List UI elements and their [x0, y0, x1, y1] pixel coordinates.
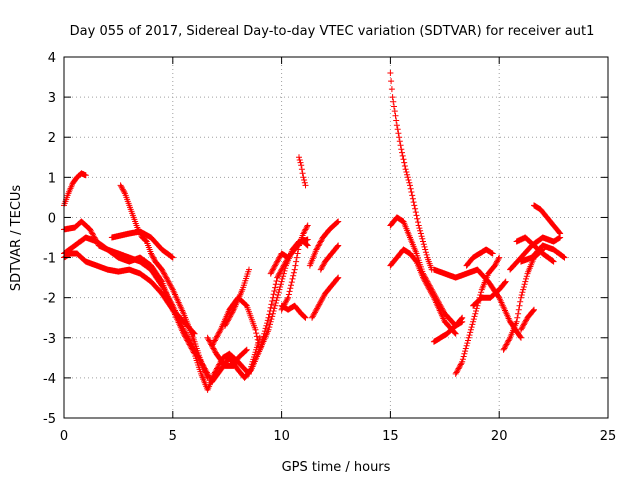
x-axis-label: GPS time / hours — [282, 460, 391, 475]
series-track-ad — [517, 306, 537, 333]
series-track-u — [430, 314, 466, 345]
series-track-t — [430, 266, 524, 341]
y-tick-label: 4 — [48, 51, 56, 66]
y-tick-label: -4 — [43, 372, 56, 387]
y-tick-label: -1 — [43, 252, 56, 267]
series-track-ac — [513, 234, 557, 265]
y-axis-label: SDTVAR / TECUs — [9, 185, 24, 292]
data-point-markers — [463, 246, 496, 269]
y-tick-label: -5 — [43, 412, 56, 427]
y-tick-label: 0 — [48, 211, 56, 226]
data-point-markers — [306, 218, 342, 269]
chart-title: Day 055 of 2017, Sidereal Day-to-day VTE… — [70, 24, 595, 39]
grid-lines — [64, 57, 608, 418]
y-tick-label: 1 — [48, 171, 56, 186]
data-point-markers — [222, 266, 252, 329]
axis-ticks: -5 -4 -3 -2 -1 0 1 2 3 4 0 5 10 15 20 25 — [43, 51, 616, 444]
x-tick-label: 20 — [491, 429, 508, 444]
y-tick-label: -3 — [43, 332, 56, 347]
data-point-markers — [309, 274, 342, 321]
plot-frame — [63, 56, 609, 419]
data-point-markers — [430, 314, 466, 345]
x-tick-label: 5 — [169, 429, 177, 444]
data-point-markers — [108, 228, 176, 261]
series-track-k — [278, 222, 311, 313]
x-tick-label: 15 — [382, 429, 399, 444]
series-track-aa — [531, 202, 564, 237]
data-point-markers — [517, 242, 568, 265]
data-point-markers — [470, 278, 509, 309]
series-track-o — [309, 274, 342, 321]
data-point-markers — [317, 242, 342, 273]
series-track-w — [463, 246, 496, 269]
series-track-n — [306, 218, 342, 269]
series-track-l — [278, 302, 309, 321]
data-point-markers — [278, 302, 309, 321]
data-point-markers — [531, 202, 564, 237]
data-point-markers — [278, 222, 311, 313]
series-track-x — [470, 278, 509, 309]
series-track-i — [222, 266, 252, 329]
data-point-markers — [387, 246, 459, 337]
series-track-q — [387, 70, 435, 273]
y-tick-label: 3 — [48, 91, 56, 106]
data-point-markers — [387, 70, 435, 273]
x-tick-label: 10 — [273, 429, 290, 444]
data-point-markers — [430, 266, 524, 341]
data-point-markers — [513, 234, 557, 265]
x-tick-label: 0 — [60, 429, 68, 444]
series-track-p — [317, 242, 342, 273]
y-tick-label: -2 — [43, 292, 56, 307]
y-tick-label: 2 — [48, 131, 56, 146]
series-track-f — [108, 228, 176, 261]
data-point-markers — [296, 154, 309, 189]
x-tick-label: 25 — [600, 429, 617, 444]
series-track-s — [387, 246, 459, 337]
data-point-markers — [517, 306, 537, 333]
series-track-ab — [517, 242, 568, 265]
series-track-m — [296, 154, 309, 189]
data-points — [61, 70, 568, 393]
